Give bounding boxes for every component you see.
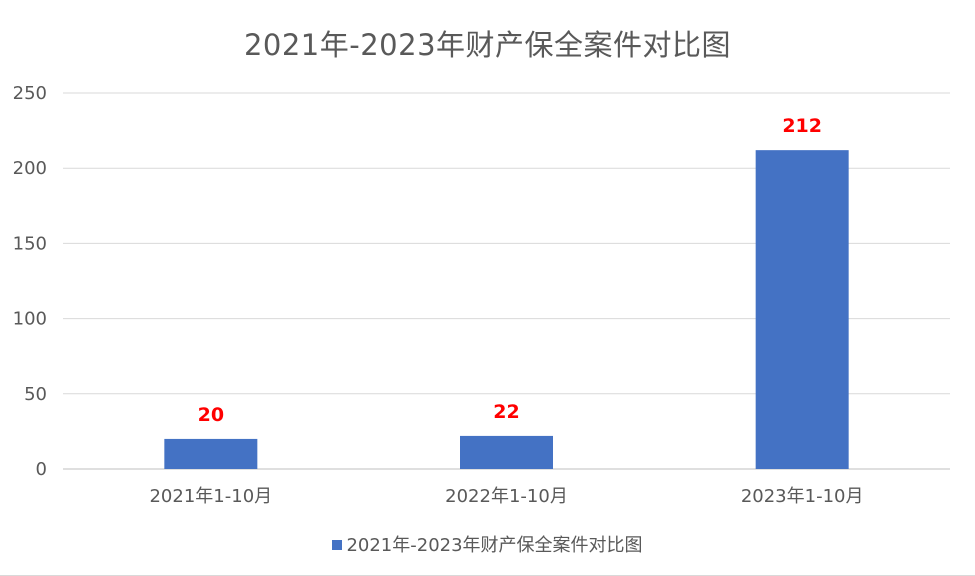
data-label: 212 <box>782 115 822 137</box>
y-tick-label: 200 <box>13 158 47 179</box>
y-tick-label: 150 <box>13 233 47 254</box>
data-label: 20 <box>198 404 224 426</box>
data-label: 22 <box>493 401 519 423</box>
bar <box>460 435 553 469</box>
legend-label: 2021年-2023年财产保全案件对比图 <box>346 535 643 556</box>
y-tick-label: 250 <box>13 83 47 104</box>
legend-swatch <box>332 540 343 550</box>
bar <box>755 150 849 470</box>
bar <box>164 438 258 469</box>
legend: 2021年-2023年财产保全案件对比图 <box>0 531 975 557</box>
y-tick-label: 0 <box>36 459 47 480</box>
category-label: 2023年1-10月 <box>741 486 864 507</box>
y-tick-label: 50 <box>24 384 47 405</box>
chart-title: 2021年-2023年财产保全案件对比图 <box>243 28 732 62</box>
category-label: 2022年1-10月 <box>445 486 568 507</box>
category-label: 2021年1-10月 <box>149 486 272 507</box>
y-tick-label: 100 <box>13 309 47 330</box>
